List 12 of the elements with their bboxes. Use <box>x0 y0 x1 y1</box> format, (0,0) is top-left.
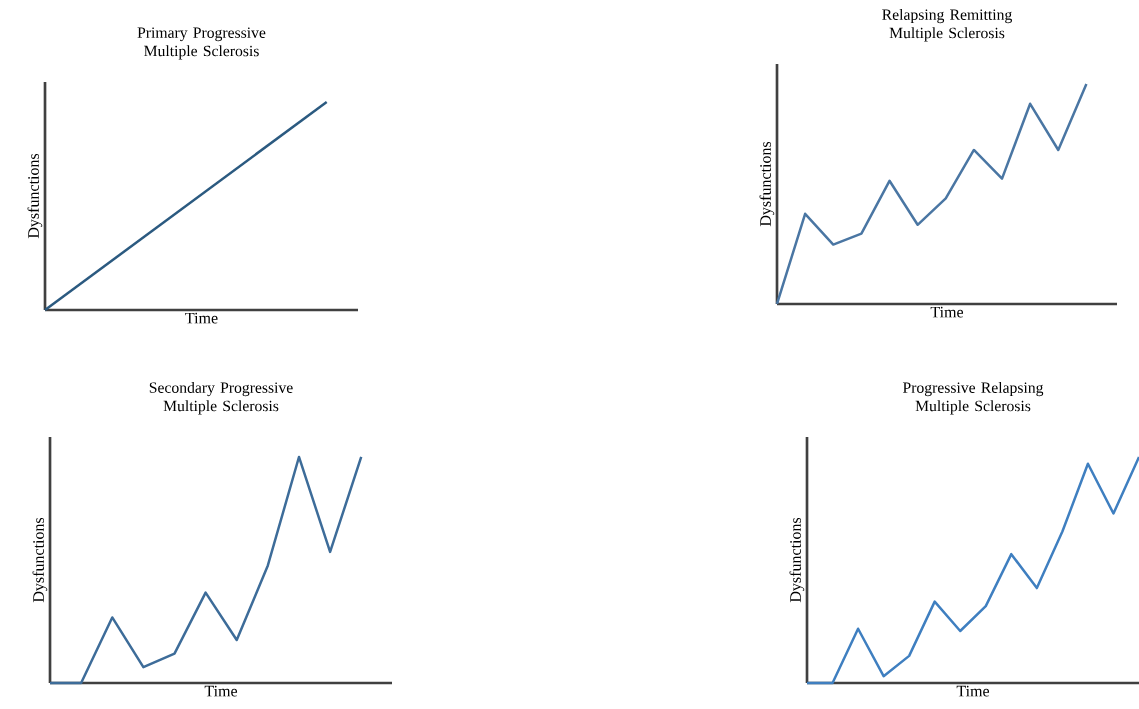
chart-title: Primary Progressive Multiple Sclerosis <box>137 27 266 60</box>
y-axis-title: Dysfunctions <box>27 153 43 239</box>
chart-title: Relapsing Remitting Multiple Sclerosis <box>882 8 1012 42</box>
y-axis-title: Dysfunctions <box>789 517 805 603</box>
x-axis-title: Time <box>204 685 238 697</box>
x-axis-title: Time <box>185 312 218 324</box>
chart-title: Progressive Relapsing Multiple Sclerosis <box>902 381 1044 415</box>
x-axis-title: Time <box>956 685 990 697</box>
y-axis-title: Dysfunctions <box>759 141 775 227</box>
x-axis-title: Time <box>930 306 964 318</box>
chart-title: Secondary Progressive Multiple Sclerosis <box>149 381 293 415</box>
y-axis-title: Dysfunctions <box>32 517 48 603</box>
